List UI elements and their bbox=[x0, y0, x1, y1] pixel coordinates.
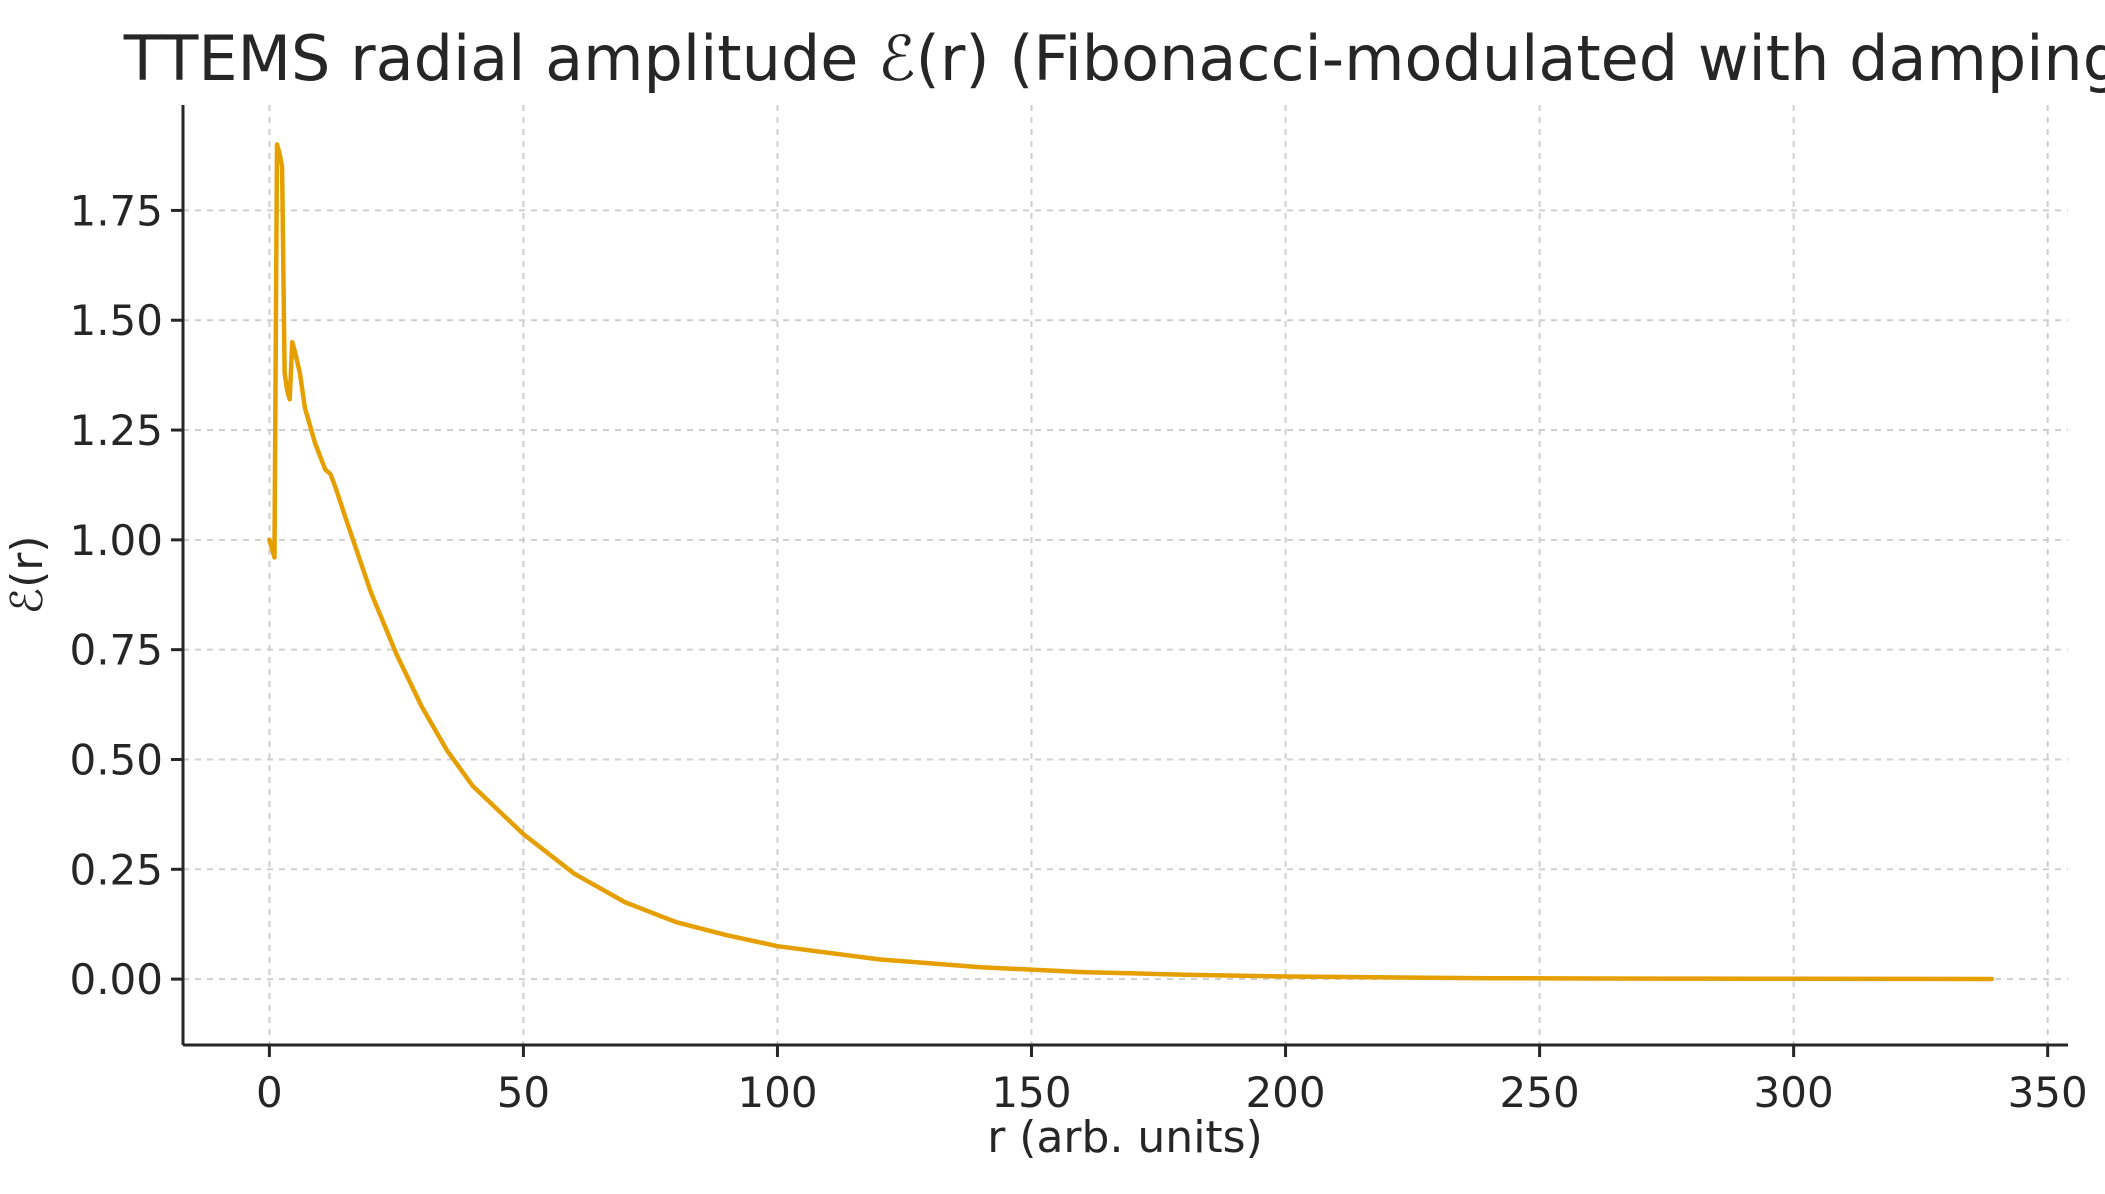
y-tick-label: 1.25 bbox=[69, 406, 163, 455]
x-tick-label: 300 bbox=[1754, 1068, 1834, 1117]
series-layer bbox=[267, 142, 1995, 982]
x-tick-label: 350 bbox=[2008, 1068, 2088, 1117]
y-tick-label: 0.00 bbox=[69, 955, 163, 1004]
ticks: 0 50 100 150 200 250 300 350 0.00 0.25 0.50 0.75 1.0… bbox=[69, 186, 2087, 1117]
x-axis-label: r (arb. units) bbox=[987, 1112, 1263, 1163]
x-tick-label: 250 bbox=[1500, 1068, 1580, 1117]
axes bbox=[181, 105, 2068, 1047]
x-tick-label: 150 bbox=[991, 1068, 1071, 1117]
x-tick-label: 100 bbox=[737, 1068, 817, 1117]
x-tick-label: 50 bbox=[497, 1068, 550, 1117]
y-tick-label: 1.00 bbox=[69, 516, 163, 565]
chart-title: TTEMS radial amplitude ℰ(r) (Fibonacci-m… bbox=[123, 22, 2105, 95]
y-axis-label: ℰ(r) bbox=[2, 535, 53, 614]
series-line-0 bbox=[267, 142, 1995, 982]
x-tick-label: 200 bbox=[1245, 1068, 1325, 1117]
y-tick-label: 0.75 bbox=[69, 626, 163, 675]
grid bbox=[183, 105, 2068, 1045]
y-tick-label: 1.75 bbox=[69, 186, 163, 235]
y-tick-label: 1.50 bbox=[69, 296, 163, 345]
x-tick-label: 0 bbox=[256, 1068, 283, 1117]
y-tick-label: 0.50 bbox=[69, 735, 163, 784]
y-tick-label: 0.25 bbox=[69, 845, 163, 894]
